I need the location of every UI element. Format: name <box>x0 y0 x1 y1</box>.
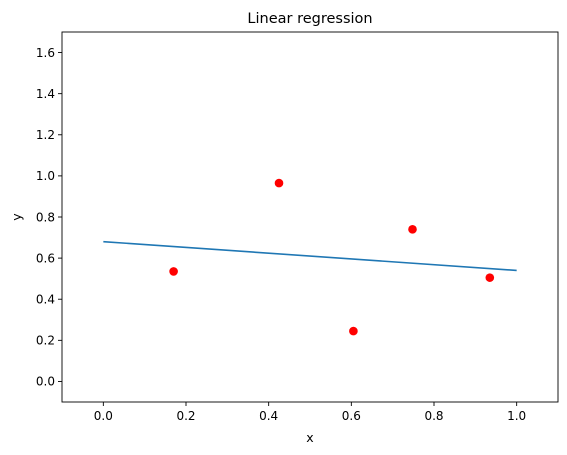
x-tick-label: 0.0 <box>94 409 113 423</box>
y-tick-label: 0.6 <box>36 251 55 265</box>
data-point <box>169 267 178 276</box>
data-point <box>485 273 495 282</box>
x-axis: 0.0 0.2 0.4 0.6 0.8 1.0 <box>94 402 526 423</box>
x-tick-label: 0.4 <box>259 409 278 423</box>
data-point <box>349 326 358 336</box>
y-tick-label: 0.4 <box>36 293 55 307</box>
data-point <box>274 178 284 188</box>
y-axis-label: y <box>9 213 24 221</box>
data-point <box>408 225 417 234</box>
x-tick-label: 1.0 <box>507 409 526 423</box>
regression-line <box>103 240 517 272</box>
y-tick-label: 0.8 <box>36 210 55 224</box>
y-tick-label: 1.4 <box>36 87 55 101</box>
x-axis-label: x <box>306 430 313 445</box>
chart-title: Linear regression <box>247 11 372 27</box>
x-tick-label: 0.2 <box>176 409 195 423</box>
x-tick-label: 0.8 <box>424 409 443 423</box>
y-tick-label: 0.2 <box>36 334 55 348</box>
plot-area <box>103 178 517 336</box>
x-tick-label: 0.6 <box>342 409 361 423</box>
y-tick-label: 1.6 <box>36 46 55 60</box>
y-tick-label: 0.0 <box>36 375 55 389</box>
y-tick-label: 1.2 <box>36 128 55 142</box>
y-axis: 0.0 0.2 0.4 0.6 0.8 1.0 1.2 1.4 1.6 <box>36 46 62 389</box>
y-tick-label: 1.0 <box>36 169 55 183</box>
